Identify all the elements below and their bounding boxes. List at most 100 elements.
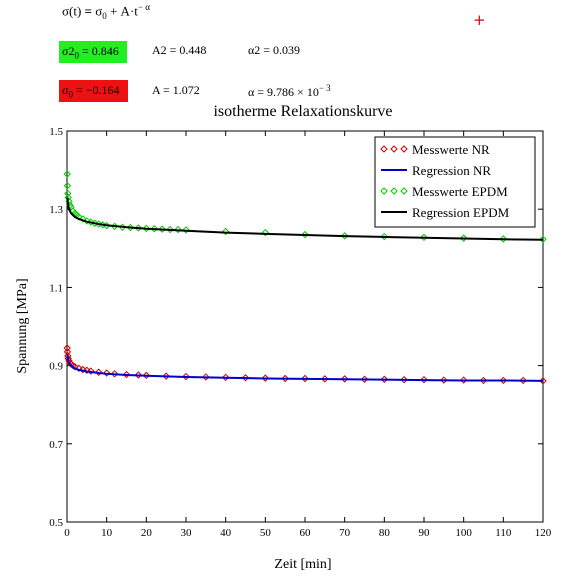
data-point-messwerte-nr — [202, 373, 210, 381]
data-point-messwerte-nr — [83, 366, 91, 374]
data-point-messwerte-nr — [261, 374, 270, 382]
legend-label-regression-nr: Regression NR — [412, 163, 491, 178]
legend-marker-messwerte-epdm — [380, 187, 388, 195]
legend-label-regression-epdm: Regression EPDM — [412, 205, 510, 220]
data-point-messwerte-epdm — [261, 228, 270, 237]
data-point-messwerte-epdm — [150, 225, 158, 233]
formula-equals: = — [81, 3, 96, 19]
x-tick-label: 20 — [141, 527, 153, 539]
x-tick-label: 60 — [300, 527, 312, 539]
data-point-messwerte-nr — [380, 375, 389, 383]
legend-marker-messwerte-epdm — [390, 187, 398, 195]
data-point-messwerte-nr — [87, 367, 95, 375]
alpha-text: α = 9.786 × 10 — [248, 85, 319, 99]
data-point-messwerte-nr — [519, 376, 527, 385]
sigma2-label: σ2 — [62, 44, 75, 58]
sigma-sub: 0 — [68, 89, 73, 100]
x-tick-label: 90 — [419, 527, 431, 539]
data-point-messwerte-epdm — [539, 235, 547, 244]
data-point-messwerte-nr — [400, 375, 408, 384]
data-point-messwerte-nr — [301, 374, 309, 383]
formula-sigma: σ — [95, 3, 103, 19]
data-point-messwerte-epdm — [499, 235, 508, 243]
data-point-messwerte-nr — [360, 375, 369, 383]
data-point-messwerte-nr — [79, 365, 87, 374]
data-point-messwerte-nr — [63, 344, 71, 352]
data-point-messwerte-nr — [281, 374, 289, 383]
sigma-label: σ — [62, 83, 69, 97]
data-point-messwerte-epdm — [420, 233, 428, 242]
data-point-messwerte-nr — [75, 364, 83, 373]
data-point-messwerte-epdm — [83, 217, 91, 225]
legend-marker-messwerte-nr — [390, 145, 398, 153]
data-point-messwerte-nr — [162, 372, 170, 380]
data-point-messwerte-nr — [122, 370, 131, 379]
data-point-messwerte-nr — [241, 374, 250, 382]
data-point-messwerte-nr — [142, 371, 151, 380]
plus-marker-icon: + — [473, 11, 486, 29]
y-tick-label: 1.3 — [49, 204, 63, 216]
legend-marker-messwerte-nr — [380, 145, 388, 153]
alpha-value: α = 9.786 × 10− 3 — [248, 83, 331, 100]
data-point-messwerte-nr — [221, 373, 230, 382]
y-tick-label: 0.9 — [49, 361, 63, 373]
data-point-messwerte-epdm — [63, 170, 71, 178]
series-line-regression-nr — [66, 354, 544, 382]
x-tick-label: 80 — [379, 527, 391, 539]
y-tick-label: 1.5 — [49, 126, 63, 138]
data-point-messwerte-nr — [102, 369, 111, 377]
data-point-messwerte-nr — [110, 370, 119, 378]
x-tick-label: 100 — [455, 527, 472, 539]
x-tick-label: 120 — [535, 527, 552, 539]
data-point-messwerte-nr — [340, 375, 349, 383]
data-point-messwerte-epdm — [166, 225, 174, 234]
data-point-messwerte-epdm — [380, 232, 389, 241]
legend-label-messwerte-nr: Messwerte NR — [412, 142, 490, 157]
data-point-messwerte-nr — [459, 376, 468, 384]
y-tick-label: 0.5 — [49, 517, 63, 529]
data-point-messwerte-epdm — [182, 226, 190, 234]
data-point-messwerte-nr — [134, 371, 143, 379]
data-point-messwerte-epdm — [221, 227, 230, 236]
x-tick-label: 70 — [339, 527, 351, 539]
sigma2-number: = 0.846 — [78, 44, 119, 58]
data-point-messwerte-nr — [420, 375, 428, 384]
data-point-messwerte-epdm — [301, 230, 309, 239]
y-tick-label: 1.1 — [49, 282, 63, 294]
data-point-messwerte-epdm — [64, 189, 72, 198]
data-point-messwerte-epdm — [158, 225, 166, 233]
a2-value: A2 = 0.448 — [152, 43, 207, 57]
formula: σ(t) = σ0 + A·t− α — [62, 2, 150, 21]
formula-sigma-sub: 0 — [102, 10, 107, 21]
x-tick-label: 110 — [495, 527, 512, 539]
a-value: A = 1.072 — [152, 83, 200, 97]
legend-label-messwerte-epdm: Messwerte EPDM — [412, 184, 508, 199]
x-tick-label: 40 — [220, 527, 232, 539]
sigma-number: = −0.164 — [72, 83, 120, 97]
formula-exponent: − α — [137, 2, 150, 12]
data-point-messwerte-nr — [321, 375, 329, 383]
data-point-messwerte-nr — [95, 368, 103, 376]
x-tick-label: 0 — [64, 527, 70, 539]
series-line-regression-epdm — [66, 197, 544, 241]
formula-lhs: σ(t) — [62, 3, 82, 19]
data-point-messwerte-epdm — [63, 182, 72, 190]
data-point-messwerte-nr — [499, 376, 508, 385]
x-axis-label: Zeit [min] — [274, 557, 331, 572]
data-point-messwerte-epdm — [142, 224, 151, 233]
y-axis-label: Spannung [MPa] — [15, 278, 30, 373]
x-tick-label: 50 — [260, 527, 272, 539]
data-point-messwerte-nr — [182, 372, 190, 381]
alpha-exponent: − 3 — [318, 83, 331, 93]
sigma-0-value: σ0 = −0.164 — [59, 80, 128, 103]
data-point-messwerte-epdm — [174, 225, 182, 234]
sigma2-0-value: σ20 = 0.846 — [59, 41, 127, 64]
data-point-messwerte-epdm — [340, 232, 349, 240]
x-tick-label: 10 — [101, 527, 113, 539]
y-tick-label: 0.7 — [49, 439, 63, 451]
data-point-messwerte-nr — [479, 376, 488, 385]
data-point-messwerte-epdm — [79, 215, 87, 223]
x-tick-label: 30 — [181, 527, 193, 539]
chart-title: isotherme Relaxationskurve — [213, 103, 392, 120]
